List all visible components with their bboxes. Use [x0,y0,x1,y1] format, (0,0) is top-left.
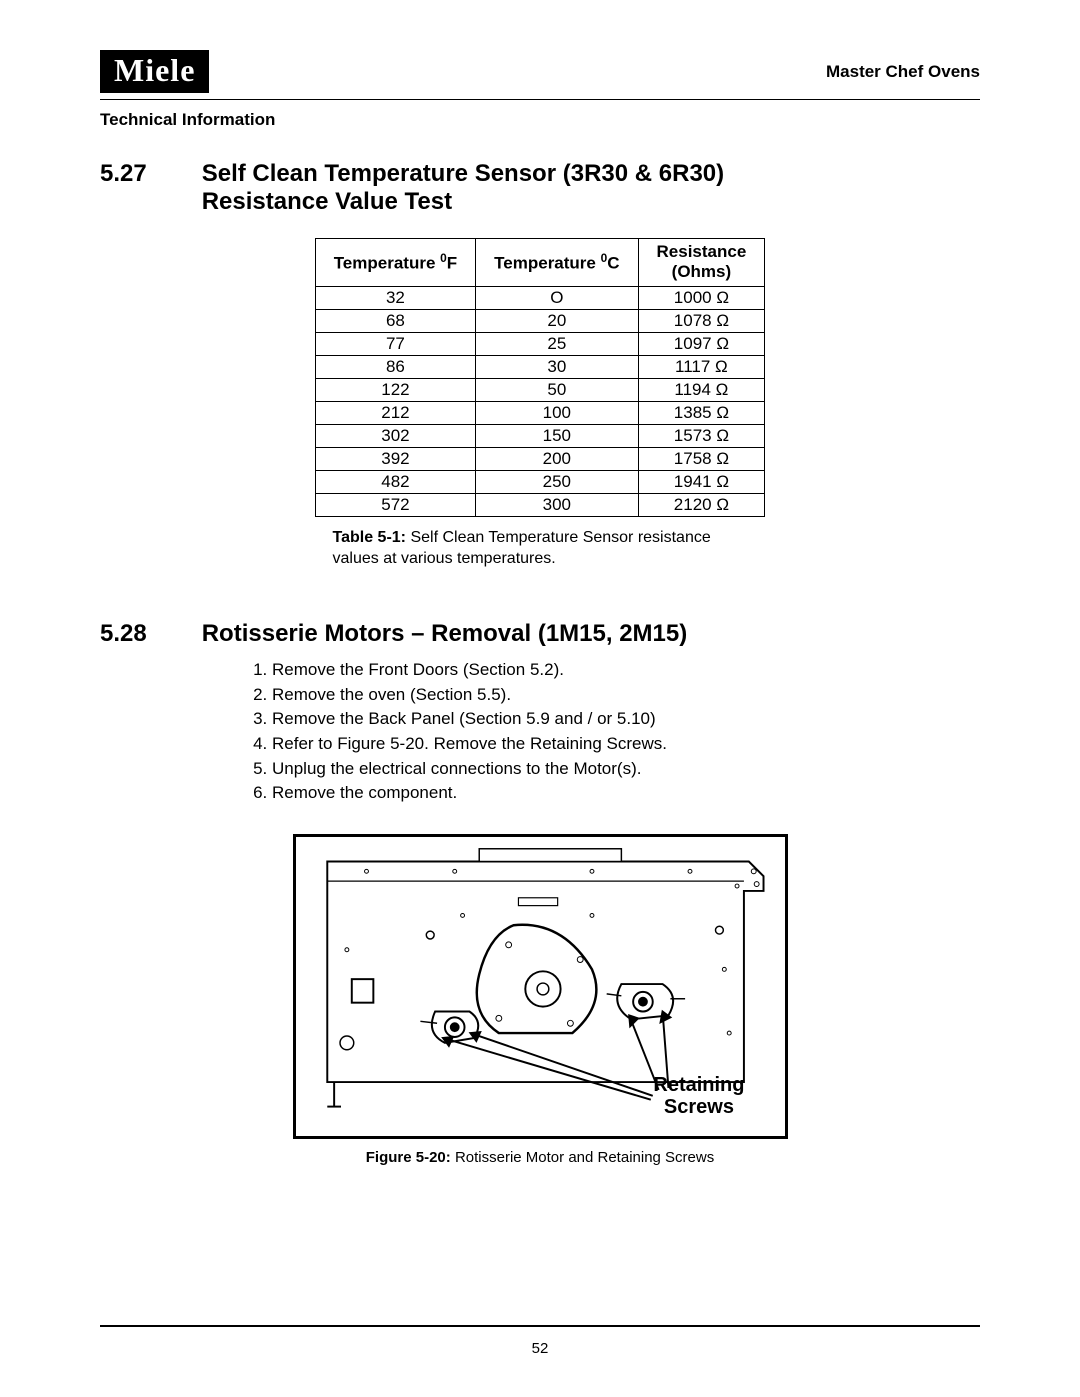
table-cell: 572 [315,493,475,516]
section-527-heading: 5.27 Self Clean Temperature Sensor (3R30… [100,160,980,216]
tech-info-label: Technical Information [100,110,980,130]
table-cell: 482 [315,470,475,493]
section-528-title: Rotisserie Motors – Removal (1M15, 2M15) [202,620,980,648]
table-cell: 86 [315,355,475,378]
resistance-table: Temperature 0F Temperature 0C Resistance… [315,238,766,517]
list-item: Remove the Back Panel (Section 5.9 and /… [272,707,980,732]
list-item: Remove the oven (Section 5.5). [272,683,980,708]
col-header-temp-c: Temperature 0C [476,239,638,287]
table-caption-label: Table 5-1: [333,529,407,546]
table-cell: 50 [476,378,638,401]
table-cell: 150 [476,424,638,447]
retaining-screws-label: RetainingScrews [653,1074,744,1118]
table-cell: 212 [315,401,475,424]
table-cell: 1194 Ω [638,378,765,401]
page-header: Miele Master Chef Ovens [100,50,980,93]
figure-5-20: RetainingScrews [293,834,788,1139]
table-cell: 122 [315,378,475,401]
steps-list: Remove the Front Doors (Section 5.2).Rem… [272,658,980,806]
list-item: Remove the component. [272,781,980,806]
section-528-number: 5.28 [100,620,147,648]
table-cell: 1097 Ω [638,332,765,355]
figure-caption-text: Rotisserie Motor and Retaining Screws [451,1149,714,1166]
table-cell: 1078 Ω [638,309,765,332]
table-cell: 250 [476,470,638,493]
table-row: 5723002120 Ω [315,493,765,516]
table-caption: Table 5-1: Self Clean Temperature Sensor… [333,527,748,570]
table-cell: 200 [476,447,638,470]
section-528: 5.28 Rotisserie Motors – Removal (1M15, … [100,620,980,1166]
col-header-resistance: Resistance(Ohms) [638,239,765,287]
product-name: Master Chef Ovens [826,62,980,82]
list-item: Unplug the electrical connections to the… [272,757,980,782]
section-527-title: Self Clean Temperature Sensor (3R30 & 6R… [202,160,980,216]
list-item: Remove the Front Doors (Section 5.2). [272,658,980,683]
table-cell: 100 [476,401,638,424]
section-527-number: 5.27 [100,160,147,216]
table-row: 4822501941 Ω [315,470,765,493]
table-cell: 1941 Ω [638,470,765,493]
table-cell: O [476,286,638,309]
table-cell: 302 [315,424,475,447]
table-row: 32O1000 Ω [315,286,765,309]
table-cell: 32 [315,286,475,309]
col-header-temp-f: Temperature 0F [315,239,475,287]
footer-rule [100,1325,980,1327]
table-cell: 392 [315,447,475,470]
brand-logo: Miele [100,50,209,93]
table-cell: 30 [476,355,638,378]
section-527-title-line1: Self Clean Temperature Sensor (3R30 & 6R… [202,160,724,187]
table-cell: 1385 Ω [638,401,765,424]
table-cell: 300 [476,493,638,516]
section-527: 5.27 Self Clean Temperature Sensor (3R30… [100,160,980,570]
table-row: 68201078 Ω [315,309,765,332]
table-row: 3021501573 Ω [315,424,765,447]
table-cell: 25 [476,332,638,355]
figure-caption: Figure 5-20: Rotisserie Motor and Retain… [100,1149,980,1166]
table-cell: 20 [476,309,638,332]
table-row: 2121001385 Ω [315,401,765,424]
table-cell: 1573 Ω [638,424,765,447]
header-rule [100,99,980,100]
table-row: 3922001758 Ω [315,447,765,470]
table-cell: 1758 Ω [638,447,765,470]
table-row: 86301117 Ω [315,355,765,378]
table-cell: 68 [315,309,475,332]
page-number: 52 [0,1340,1080,1357]
table-cell: 1000 Ω [638,286,765,309]
list-item: Refer to Figure 5-20. Remove the Retaini… [272,732,980,757]
section-528-heading: 5.28 Rotisserie Motors – Removal (1M15, … [100,620,980,648]
table-row: 77251097 Ω [315,332,765,355]
section-527-title-line2: Resistance Value Test [202,188,452,215]
table-cell: 1117 Ω [638,355,765,378]
figure-caption-label: Figure 5-20: [366,1149,451,1166]
table-cell: 77 [315,332,475,355]
table-row: 122501194 Ω [315,378,765,401]
table-cell: 2120 Ω [638,493,765,516]
